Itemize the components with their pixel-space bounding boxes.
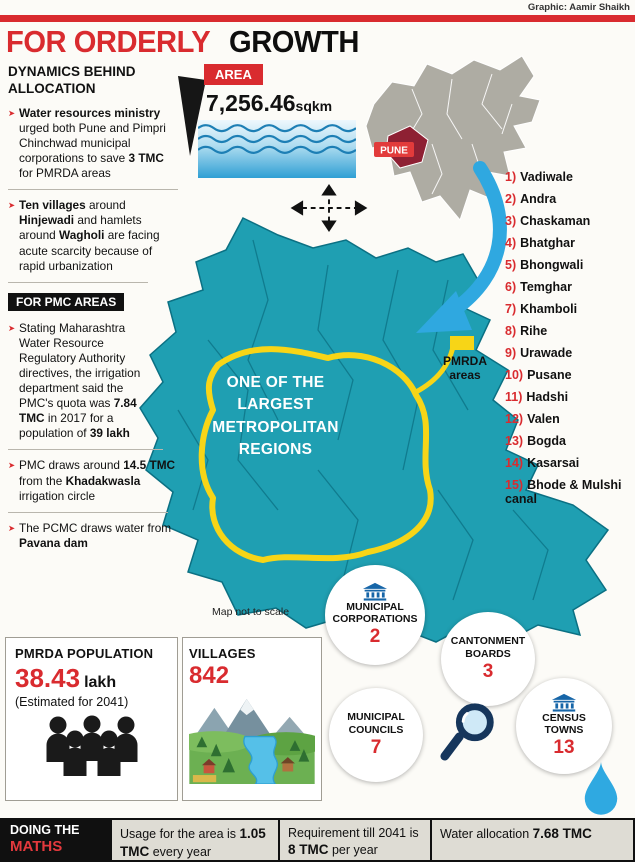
villages-box: VILLAGES 842 bbox=[176, 637, 326, 801]
catchment-list: 1) Vadiwale 2) Andra 3) Chaskaman 4) Bhatgha… bbox=[505, 170, 631, 514]
section-heading-dynamics: DYNAMICS BEHIND ALLOCATION bbox=[8, 64, 136, 96]
bullet-khadakwasla: ➤ PMC draws around 14.5 TMC from the Khad… bbox=[8, 458, 176, 503]
pune-label: PUNE bbox=[380, 146, 408, 157]
bullet-pmc-quota: ➤ Stating Maharashtra Water Resource Regu… bbox=[8, 320, 141, 441]
pmrda-boundary-yellow bbox=[198, 346, 434, 563]
legend-line: PMRDA bbox=[443, 354, 487, 368]
stat-value: 13 bbox=[553, 737, 575, 759]
compass-arrows-icon bbox=[290, 184, 368, 232]
bank-icon bbox=[551, 693, 577, 712]
footer-bar: DOING THE MATHS Usage for the area is 1.… bbox=[0, 818, 635, 862]
caption-line: REGIONS bbox=[238, 441, 313, 459]
caption-line: LARGEST bbox=[237, 396, 314, 414]
list-item: 15) Bhode & Mulshi canal bbox=[505, 478, 622, 506]
stat-label: CANTONMENT BOARDS bbox=[450, 635, 526, 660]
list-item: 12) Valen bbox=[505, 412, 560, 426]
stat-value: 3 bbox=[482, 660, 494, 682]
footer-cell-requirement: Requirement till 2041 is 8 TMC per year bbox=[280, 820, 430, 860]
divider bbox=[8, 511, 168, 513]
population-value: 38.43 lakh bbox=[15, 663, 117, 693]
list-item: 3) Chaskaman bbox=[505, 214, 591, 228]
title-red-part: FOR ORDERLY bbox=[6, 24, 211, 59]
stat-circle-municipal-corporations: MUNICIPAL CORPORATIONS 2 bbox=[325, 565, 425, 665]
footer-cell-usage: Usage for the area is 1.05 TMC every yea… bbox=[112, 820, 278, 860]
village-illustration bbox=[176, 698, 326, 785]
villages-heading: VILLAGES bbox=[189, 646, 256, 661]
bank-icon bbox=[362, 582, 388, 601]
stat-label: CENSUS TOWNS bbox=[542, 711, 586, 736]
left-text-column: DYNAMICS BEHIND ALLOCATION ➤ Water resour… bbox=[8, 64, 188, 559]
area-unit: sqkm bbox=[295, 98, 333, 114]
bullet-water-ministry: ➤ Water resources ministry urged both Pun… bbox=[8, 105, 166, 181]
legend-line: areas bbox=[449, 368, 481, 383]
stat-circle-cantonment-boards: CANTONMENT BOARDS 3 bbox=[441, 612, 535, 706]
list-item: 9) Urawade bbox=[505, 346, 573, 360]
villages-value: 842 bbox=[189, 662, 230, 689]
list-item: 5) Bhongwali bbox=[505, 258, 584, 272]
population-heading: PMRDA POPULATION bbox=[15, 646, 154, 661]
list-item: 6) Temghar bbox=[505, 280, 572, 294]
area-number: 7,256.46 bbox=[206, 90, 296, 116]
list-item: 10) Pusane bbox=[505, 368, 572, 382]
title-black-part: GROWTH bbox=[229, 24, 360, 59]
black-wedge-pointer bbox=[178, 76, 206, 156]
map-caption: ONE OF THE LARGEST METROPOLITAN REGIONS bbox=[188, 372, 363, 462]
bullet-pavana: ➤ The PCMC draws water from Pavana dam bbox=[8, 520, 172, 550]
caption-line: METROPOLITAN bbox=[212, 418, 339, 436]
maharashtra-state-map: PUNE bbox=[365, 55, 541, 222]
section-heading-pmc: FOR PMC AREAS bbox=[8, 292, 125, 311]
list-item: 7) Khamboli bbox=[505, 302, 578, 316]
bullet-arrow-icon: ➤ bbox=[8, 322, 16, 333]
stat-value: 2 bbox=[369, 626, 381, 648]
divider bbox=[8, 189, 178, 191]
bullet-ten-villages: ➤ Ten villages around Hinjewadi and hamle… bbox=[8, 198, 160, 273]
page-title: FOR ORDERLY GROWTH bbox=[6, 24, 367, 60]
top-red-rule bbox=[0, 15, 635, 22]
stat-circle-municipal-councils: MUNICIPAL COUNCILS 7 bbox=[329, 688, 423, 782]
caption-line: ONE OF THE bbox=[226, 374, 325, 391]
stat-circle-census-towns: CENSUS TOWNS 13 bbox=[516, 678, 612, 774]
wave-lines-icon bbox=[197, 124, 357, 154]
bullet-arrow-icon: ➤ bbox=[8, 522, 16, 533]
pmrda-legend-label: PMRDA areas bbox=[434, 354, 496, 383]
bullet-arrow-icon: ➤ bbox=[8, 200, 16, 211]
magnifying-glass-icon bbox=[440, 703, 494, 761]
list-item: 1) Vadiwale bbox=[505, 170, 573, 184]
list-item: 11) Hadshi bbox=[505, 390, 569, 404]
population-box: PMRDA POPULATION 38.43 lakh (Estimated fo… bbox=[5, 637, 178, 801]
list-item: 2) Andra bbox=[505, 192, 557, 206]
pmrda-legend-swatch bbox=[450, 336, 474, 350]
stat-label: MUNICIPAL CORPORATIONS bbox=[332, 600, 418, 625]
list-item: 8) Rihe bbox=[505, 324, 548, 338]
water-drop-icon bbox=[584, 761, 618, 815]
people-group-icon bbox=[46, 715, 137, 776]
list-item: 13) Bogda bbox=[505, 434, 566, 448]
area-heading: AREA bbox=[204, 64, 263, 85]
population-subtext: (Estimated for 2041) bbox=[15, 695, 129, 709]
footer-cell-allocation: Water allocation 7.68 TMC bbox=[432, 820, 633, 860]
water-illustration bbox=[197, 120, 357, 178]
bullet-arrow-icon: ➤ bbox=[8, 107, 16, 118]
divider bbox=[8, 449, 163, 451]
divider bbox=[8, 281, 148, 283]
stat-value: 7 bbox=[370, 736, 382, 758]
pointer-arrow-icon bbox=[416, 161, 507, 333]
footer-heading: DOING THE MATHS bbox=[10, 823, 80, 855]
map-scale-note: Map not to scale bbox=[212, 606, 290, 618]
list-item: 4) Bhatghar bbox=[505, 236, 575, 250]
area-value: 7,256.46sqkm bbox=[206, 90, 332, 117]
stat-label: MUNICIPAL COUNCILS bbox=[347, 711, 405, 736]
list-item: 14) Kasarsai bbox=[505, 456, 580, 470]
graphic-credit: Graphic: Aamir Shaikh bbox=[527, 2, 630, 13]
bullet-arrow-icon: ➤ bbox=[8, 460, 16, 471]
